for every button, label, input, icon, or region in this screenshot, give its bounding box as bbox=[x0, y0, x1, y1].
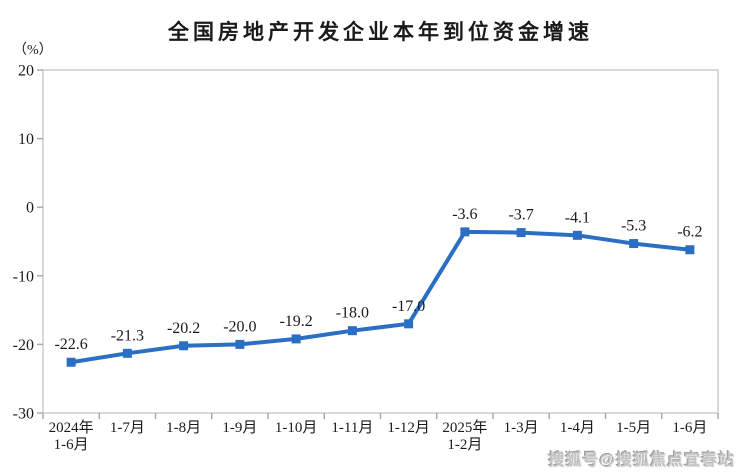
y-axis-tick-label: -20 bbox=[13, 337, 34, 354]
series-line bbox=[70, 229, 691, 365]
chart-title: 全国房地产开发企业本年到位资金增速 bbox=[168, 21, 593, 44]
data-point-marker bbox=[235, 339, 245, 349]
data-point-label: -5.3 bbox=[621, 218, 646, 235]
data-point-marker bbox=[685, 245, 695, 255]
x-axis-category-label: 1-12月 bbox=[387, 420, 430, 436]
data-point-marker bbox=[629, 239, 639, 249]
x-axis-category-label: 1-5月 bbox=[616, 420, 651, 436]
watermark: 搜狐号@搜狐焦点宜春站 bbox=[548, 452, 735, 469]
data-point-marker bbox=[179, 341, 189, 351]
data-point-label: -18.0 bbox=[336, 305, 369, 322]
data-point-label: -19.2 bbox=[279, 313, 312, 330]
x-axis-category-label: 1-4月 bbox=[560, 420, 595, 436]
x-axis-category-label: 1-11月 bbox=[331, 420, 373, 436]
x-axis-category-label: 1-10月 bbox=[275, 420, 318, 436]
data-point-label: -3.6 bbox=[452, 206, 477, 223]
data-point-marker bbox=[460, 227, 470, 237]
data-point-marker bbox=[347, 326, 357, 336]
data-point-label: -21.3 bbox=[111, 327, 144, 344]
data-point-label: -22.6 bbox=[54, 336, 87, 353]
x-axis-category-label: 1-7月 bbox=[110, 420, 145, 436]
x-axis-category-label: 1-8月 bbox=[166, 420, 201, 436]
x-axis-category-label: 1-2月 bbox=[447, 437, 482, 453]
data-point-marker bbox=[404, 319, 414, 329]
data-point-label: -17.0 bbox=[392, 298, 425, 315]
data-point-label: -20.0 bbox=[223, 318, 256, 335]
y-axis-unit-label: （%） bbox=[13, 43, 53, 58]
y-axis-tick-label: 10 bbox=[18, 131, 34, 148]
x-axis-category-label: 1-6月 bbox=[54, 437, 89, 453]
y-axis-tick-label: 20 bbox=[18, 63, 34, 80]
data-point-marker bbox=[572, 230, 582, 240]
data-point-label: -4.1 bbox=[565, 209, 590, 226]
x-axis-category-label: 1-3月 bbox=[504, 420, 539, 436]
x-axis-category-label: 2024年 bbox=[49, 419, 94, 436]
y-axis-tick-label: -10 bbox=[13, 268, 34, 285]
data-point-label: -3.7 bbox=[508, 207, 533, 224]
data-point-marker bbox=[516, 228, 526, 238]
y-axis-tick-label: -30 bbox=[13, 406, 34, 423]
data-point-marker bbox=[66, 357, 76, 367]
data-point-label: -20.2 bbox=[167, 320, 200, 337]
x-axis-category-label: 2025年 bbox=[442, 419, 487, 436]
data-point-label: -6.2 bbox=[677, 224, 702, 241]
y-axis-tick-label: 0 bbox=[26, 200, 34, 217]
x-axis-category-label: 1-6月 bbox=[672, 420, 707, 436]
data-point-marker bbox=[291, 334, 301, 344]
x-axis-category-label: 1-9月 bbox=[222, 420, 257, 436]
data-point-marker bbox=[122, 348, 132, 358]
